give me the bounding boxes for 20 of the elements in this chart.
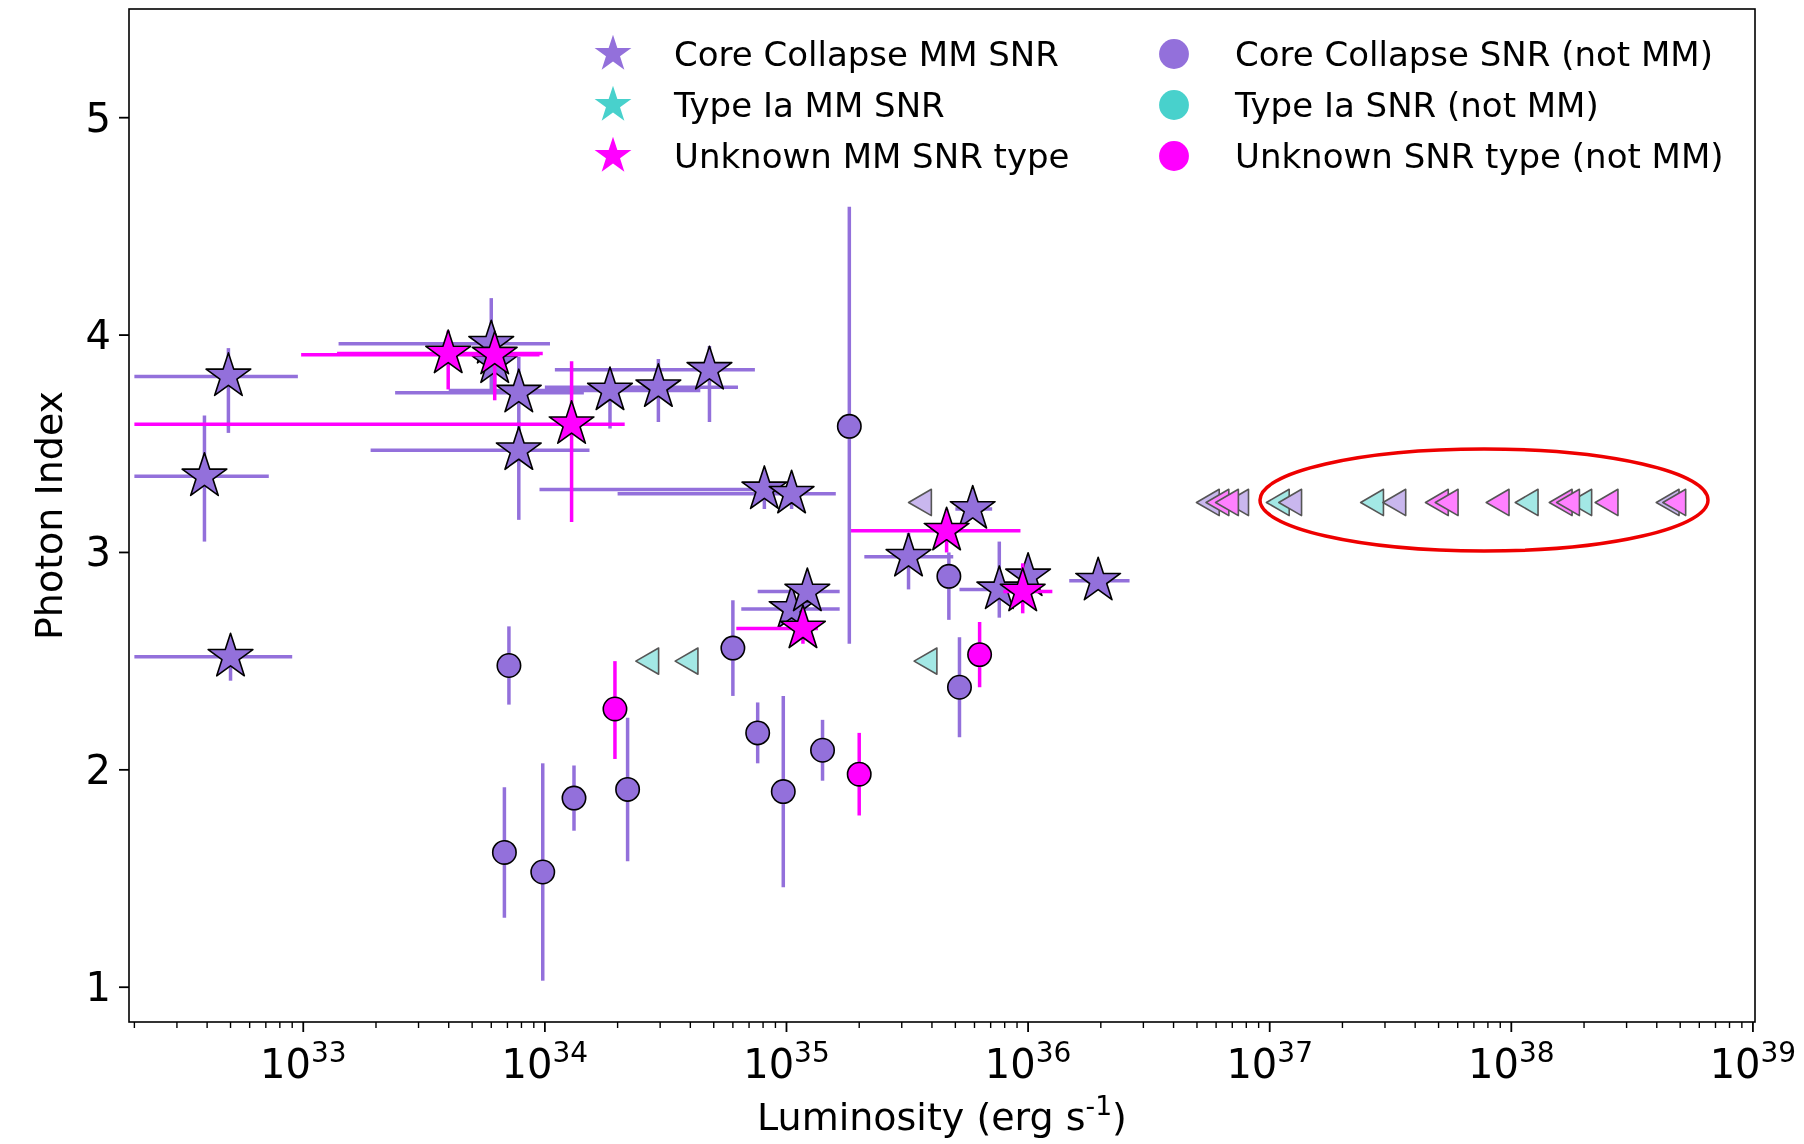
x-tick-label: 10$^{35}$ bbox=[743, 1035, 830, 1087]
legend-label: Type Ia SNR (not MM) bbox=[1234, 84, 1599, 125]
legend-label: Unknown SNR type (not MM) bbox=[1235, 135, 1724, 176]
x-tick-label: 10$^{38}$ bbox=[1468, 1035, 1555, 1087]
y-axis-title: Photon Index bbox=[27, 390, 71, 641]
x-tick-label: 10$^{34}$ bbox=[501, 1035, 589, 1087]
y-tick-label: 5 bbox=[85, 94, 111, 141]
x-tick-label: 10$^{37}$ bbox=[1226, 1035, 1313, 1087]
x-tick-label: 10$^{39}$ bbox=[1709, 1035, 1797, 1087]
legend-label: Core Collapse MM SNR bbox=[674, 33, 1059, 74]
y-tick-label: 4 bbox=[85, 312, 111, 359]
legend-label: Unknown MM SNR type bbox=[674, 135, 1070, 176]
legend-label: Type Ia MM SNR bbox=[673, 84, 945, 125]
x-axis-title: Luminosity (erg s$^{-1}$) bbox=[757, 1089, 1127, 1139]
y-tick-label: 2 bbox=[85, 746, 111, 793]
y-tick-label: 3 bbox=[85, 529, 111, 576]
x-tick-label: 10$^{33}$ bbox=[259, 1035, 347, 1087]
y-tick-label: 1 bbox=[85, 964, 111, 1011]
legend-label: Core Collapse SNR (not MM) bbox=[1235, 33, 1713, 74]
x-tick-label: 10$^{36}$ bbox=[984, 1035, 1072, 1087]
